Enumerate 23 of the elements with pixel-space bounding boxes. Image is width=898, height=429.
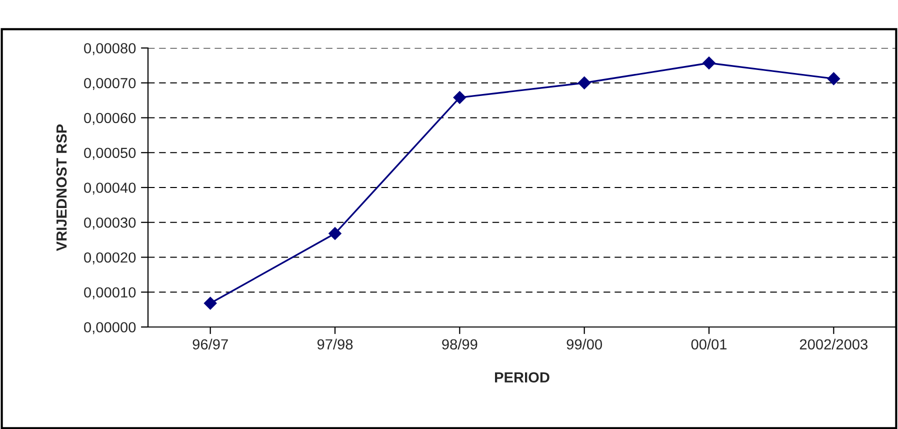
- y-tick-label: 0,00000: [84, 322, 136, 334]
- y-tick-label: 0,00080: [84, 43, 136, 56]
- x-tick-label: 00/01: [691, 338, 727, 350]
- x-axis-title: PERIOD: [495, 372, 550, 383]
- x-tick-label: 96/97: [192, 338, 228, 350]
- x-tick-label: 98/99: [442, 338, 478, 350]
- x-tick-label: 97/98: [317, 338, 353, 350]
- point: [204, 296, 217, 310]
- point: [827, 72, 840, 86]
- y-tick-label: 0,00040: [84, 182, 136, 195]
- y-tick-label: 0,00010: [84, 287, 136, 300]
- x-tick-label: 2002/2003: [800, 338, 868, 350]
- y-tick-label: 0,00050: [84, 148, 136, 160]
- x-tick-label: 99/00: [566, 338, 602, 350]
- point: [702, 56, 716, 70]
- point: [578, 76, 591, 90]
- y-axis-title: VRIJEDNOST RSP: [56, 124, 67, 252]
- point: [328, 227, 342, 240]
- point: [453, 91, 466, 104]
- y-tick-label: 0,00070: [84, 78, 136, 90]
- y-tick-label: 0,00030: [84, 217, 136, 230]
- y-tick-label: 0,00060: [84, 112, 136, 125]
- y-tick-label: 0,00020: [84, 252, 136, 264]
